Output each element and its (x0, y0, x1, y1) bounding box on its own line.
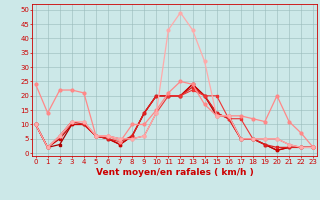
X-axis label: Vent moyen/en rafales ( km/h ): Vent moyen/en rafales ( km/h ) (96, 168, 253, 177)
